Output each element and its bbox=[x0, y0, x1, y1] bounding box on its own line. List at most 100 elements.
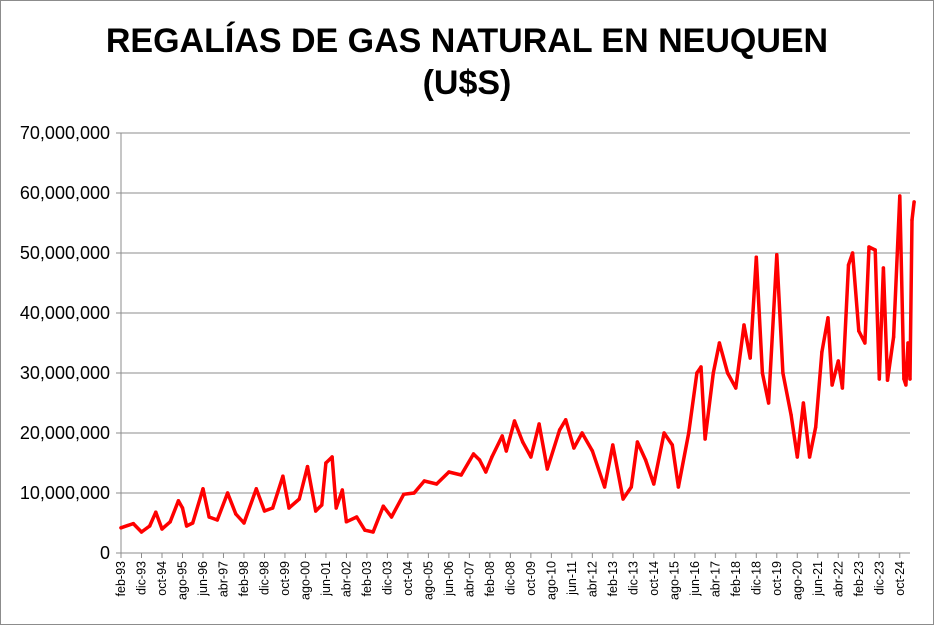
data-point bbox=[635, 440, 640, 444]
data-point bbox=[580, 431, 584, 435]
x-tick-label: dic-03 bbox=[380, 561, 394, 595]
x-tick-label: feb-18 bbox=[729, 561, 743, 596]
x-tick-label: feb-93 bbox=[114, 561, 128, 596]
data-point bbox=[881, 266, 886, 270]
data-point bbox=[908, 377, 912, 381]
data-point bbox=[545, 467, 549, 471]
series-layer bbox=[119, 194, 916, 534]
data-point bbox=[564, 418, 568, 422]
x-tick-label: ago-10 bbox=[544, 561, 558, 600]
data-point bbox=[320, 503, 324, 507]
data-point bbox=[254, 487, 258, 491]
x-tick-label: ago-95 bbox=[175, 561, 189, 600]
data-point bbox=[863, 341, 867, 345]
data-point bbox=[662, 431, 666, 435]
x-tick-label: ago-20 bbox=[790, 561, 804, 600]
x-tick-label: dic-08 bbox=[503, 561, 517, 595]
data-point bbox=[760, 371, 765, 375]
data-point bbox=[154, 510, 158, 514]
y-tick-label: 50,000,000 bbox=[20, 243, 110, 263]
x-tick-label: oct-99 bbox=[278, 561, 292, 596]
x-tick-label: feb-03 bbox=[360, 561, 374, 596]
data-point bbox=[490, 455, 494, 459]
x-tick-label: oct-94 bbox=[155, 561, 169, 596]
data-point bbox=[877, 377, 881, 381]
data-point bbox=[676, 485, 681, 489]
x-tick-label: dic-93 bbox=[134, 561, 148, 595]
data-point bbox=[521, 440, 525, 444]
data-point bbox=[447, 470, 451, 474]
x-tick-label: ago-15 bbox=[667, 561, 681, 600]
data-point bbox=[484, 470, 488, 474]
data-point bbox=[820, 350, 824, 354]
x-tick-label: jun-11 bbox=[565, 561, 579, 596]
data-point bbox=[314, 509, 318, 513]
x-tick-label: feb-23 bbox=[852, 561, 866, 596]
data-point bbox=[176, 499, 181, 503]
data-point bbox=[344, 520, 349, 524]
y-tick-label: 20,000,000 bbox=[20, 423, 110, 443]
data-point bbox=[867, 245, 871, 249]
data-point bbox=[471, 452, 476, 456]
data-point bbox=[652, 482, 656, 486]
data-point bbox=[500, 434, 504, 438]
data-point bbox=[572, 446, 576, 450]
data-point bbox=[826, 316, 830, 320]
data-point bbox=[754, 255, 758, 259]
x-tick-label: dic-23 bbox=[872, 561, 886, 595]
data-point bbox=[621, 497, 625, 501]
data-point bbox=[748, 356, 752, 360]
data-point bbox=[305, 464, 310, 469]
x-tick-label: oct-04 bbox=[401, 561, 415, 596]
data-point bbox=[234, 512, 238, 516]
data-point bbox=[207, 515, 211, 519]
data-point bbox=[512, 419, 517, 423]
x-tick-label: feb-98 bbox=[237, 561, 251, 596]
data-point bbox=[215, 518, 219, 522]
data-point bbox=[201, 487, 205, 491]
data-point bbox=[807, 455, 812, 459]
x-tick-label: oct-14 bbox=[647, 561, 661, 596]
data-point bbox=[846, 263, 851, 267]
data-point bbox=[795, 455, 799, 459]
x-tick-label: jun-21 bbox=[811, 561, 825, 597]
series-line bbox=[119, 194, 916, 534]
data-point bbox=[789, 413, 793, 417]
data-point bbox=[184, 524, 189, 528]
data-point bbox=[412, 491, 416, 495]
data-point bbox=[873, 248, 877, 252]
x-tick-label: abr-07 bbox=[462, 561, 476, 597]
x-tick-label: feb-13 bbox=[606, 561, 620, 596]
data-point bbox=[434, 482, 439, 486]
data-point bbox=[148, 524, 152, 528]
data-point bbox=[225, 491, 230, 495]
x-tick-label: abr-02 bbox=[339, 561, 353, 597]
x-tick-label: oct-24 bbox=[893, 561, 907, 596]
data-point bbox=[725, 371, 730, 375]
data-point bbox=[703, 437, 707, 441]
data-point bbox=[422, 479, 426, 483]
y-tick-label: 40,000,000 bbox=[20, 303, 110, 323]
x-tick-label: abr-12 bbox=[585, 561, 599, 597]
x-tick-label: dic-98 bbox=[257, 561, 271, 595]
x-axis: feb-93 dic-93 oct-94 ago-95 jun-96 abr-97 feb-… bbox=[114, 552, 910, 600]
data-point bbox=[324, 461, 328, 465]
data-point bbox=[857, 329, 861, 333]
x-tick-label: abr-17 bbox=[708, 561, 722, 597]
chart-subtitle-line: (U$S) bbox=[422, 64, 512, 102]
data-point bbox=[537, 422, 541, 426]
data-point bbox=[402, 492, 406, 496]
y-tick-label: 30,000,000 bbox=[20, 363, 110, 383]
y-tick-label: 60,000,000 bbox=[20, 183, 110, 203]
data-point bbox=[775, 253, 779, 257]
data-point bbox=[363, 528, 367, 532]
data-point bbox=[699, 365, 703, 369]
data-point bbox=[242, 521, 246, 525]
data-point bbox=[742, 323, 746, 327]
data-point bbox=[781, 371, 785, 375]
data-point bbox=[271, 506, 275, 510]
data-point bbox=[711, 371, 715, 375]
data-point bbox=[902, 377, 906, 381]
data-point bbox=[287, 506, 291, 510]
